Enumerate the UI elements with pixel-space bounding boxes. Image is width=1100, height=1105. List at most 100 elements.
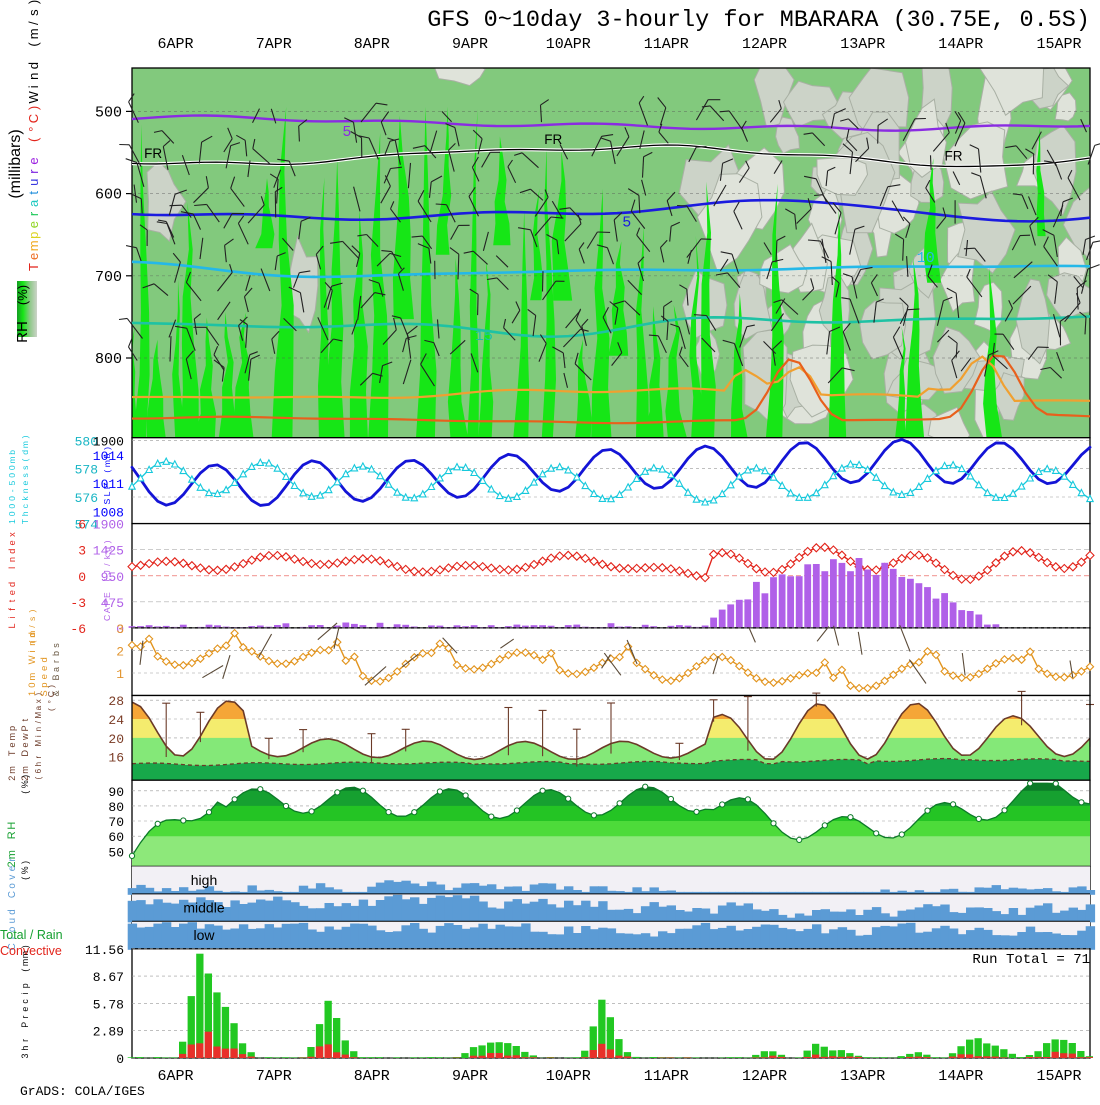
svg-text:6: 6 <box>34 768 43 773</box>
svg-text:m: m <box>20 766 30 774</box>
svg-text:m: m <box>7 766 17 774</box>
svg-text:a: a <box>34 705 43 710</box>
svg-text:13APR: 13APR <box>840 36 885 53</box>
svg-text:6APR: 6APR <box>157 36 193 53</box>
svg-text:i: i <box>20 993 30 995</box>
svg-text:s: s <box>20 466 30 470</box>
svg-text:n: n <box>20 488 30 493</box>
svg-text:0: 0 <box>27 682 38 687</box>
svg-text:M: M <box>34 740 43 747</box>
svg-text:-6: -6 <box>70 622 86 637</box>
svg-text:(: ( <box>27 640 37 643</box>
svg-text:(: ( <box>46 708 56 711</box>
svg-text:): ) <box>27 610 37 613</box>
svg-text:C: C <box>26 114 41 123</box>
svg-text:°: ° <box>26 127 41 132</box>
svg-text:p: p <box>7 726 17 731</box>
svg-text:m: m <box>20 959 30 966</box>
svg-text:e: e <box>26 157 41 164</box>
svg-text:): ) <box>46 685 56 688</box>
svg-text:b: b <box>102 453 112 458</box>
svg-text:8.67: 8.67 <box>93 970 124 985</box>
svg-text:6: 6 <box>78 518 86 533</box>
svg-text:15APR: 15APR <box>1036 1068 1081 1085</box>
svg-text:0: 0 <box>7 496 17 501</box>
svg-text:low: low <box>193 927 215 943</box>
svg-text:-: - <box>7 489 17 492</box>
svg-text:d: d <box>26 62 41 69</box>
svg-text:60: 60 <box>108 830 124 845</box>
svg-text:5: 5 <box>622 215 631 232</box>
svg-text:3: 3 <box>116 622 124 637</box>
svg-text:n: n <box>26 73 41 80</box>
svg-text:B: B <box>51 674 61 680</box>
svg-text:d: d <box>7 582 17 587</box>
svg-text:r: r <box>26 211 41 216</box>
svg-text:%: % <box>20 780 30 788</box>
svg-text:C: C <box>102 615 112 621</box>
svg-text:GrADS: COLA/IGES: GrADS: COLA/IGES <box>20 1084 145 1099</box>
svg-text:n: n <box>7 557 17 562</box>
svg-text:8APR: 8APR <box>354 1068 390 1085</box>
svg-text:r: r <box>51 660 61 663</box>
svg-text:(: ( <box>20 458 30 461</box>
svg-text:10APR: 10APR <box>546 1068 591 1085</box>
svg-text:578: 578 <box>75 463 98 478</box>
svg-text:(millibars): (millibars) <box>7 129 24 198</box>
svg-text:): ) <box>102 447 112 450</box>
svg-text:500: 500 <box>95 104 122 121</box>
svg-text:m: m <box>20 951 30 958</box>
svg-text:Total / Rain: Total / Rain <box>0 928 63 942</box>
svg-text:(: ( <box>102 470 112 473</box>
svg-text:8APR: 8APR <box>354 36 390 53</box>
svg-text:RH: RH <box>14 321 31 343</box>
svg-text:0: 0 <box>7 511 17 516</box>
svg-text:s: s <box>20 473 30 477</box>
svg-text:576: 576 <box>75 491 98 506</box>
svg-text:d: d <box>39 657 50 662</box>
svg-text:p: p <box>26 232 41 239</box>
svg-text:9APR: 9APR <box>452 36 488 53</box>
svg-text:P: P <box>20 1022 30 1028</box>
svg-text:(: ( <box>20 877 30 880</box>
svg-text:s: s <box>27 617 37 621</box>
svg-text:p: p <box>20 983 30 988</box>
svg-text:t: t <box>26 191 41 195</box>
svg-text:): ) <box>34 693 43 696</box>
svg-text:x: x <box>7 532 17 537</box>
svg-text:(: ( <box>20 969 30 972</box>
svg-text:700: 700 <box>95 269 122 286</box>
svg-text:70: 70 <box>108 815 124 830</box>
svg-text:0: 0 <box>116 1052 124 1067</box>
svg-text:1: 1 <box>116 667 124 682</box>
svg-text:u: u <box>7 918 18 923</box>
svg-text:0: 0 <box>7 465 17 470</box>
svg-text:r: r <box>26 169 41 174</box>
svg-text:d: d <box>7 909 18 914</box>
svg-text:7APR: 7APR <box>256 36 292 53</box>
svg-text:T: T <box>26 263 41 271</box>
svg-text:(: ( <box>26 42 41 47</box>
svg-text:S: S <box>102 498 112 504</box>
svg-text:L: L <box>7 623 17 628</box>
svg-text:): ) <box>20 861 30 864</box>
svg-text:5.78: 5.78 <box>93 997 124 1012</box>
svg-text:15: 15 <box>475 328 493 345</box>
svg-text:e: e <box>26 253 41 260</box>
svg-text:3: 3 <box>20 1053 30 1058</box>
svg-text:W: W <box>26 91 41 104</box>
svg-text:r: r <box>20 1039 30 1042</box>
svg-text:(: ( <box>20 791 30 794</box>
svg-text:(: ( <box>26 137 41 142</box>
svg-text:h: h <box>20 511 30 516</box>
svg-text:m: m <box>20 441 30 448</box>
svg-text:6APR: 6APR <box>157 1068 193 1085</box>
svg-text:950: 950 <box>101 570 124 585</box>
svg-text:o: o <box>7 883 18 889</box>
svg-text:t: t <box>20 718 30 721</box>
svg-text:d: d <box>20 450 30 455</box>
svg-text:): ) <box>20 435 30 438</box>
svg-text:/: / <box>26 21 41 25</box>
svg-text:d: d <box>7 549 17 554</box>
svg-text:(: ( <box>34 777 43 780</box>
